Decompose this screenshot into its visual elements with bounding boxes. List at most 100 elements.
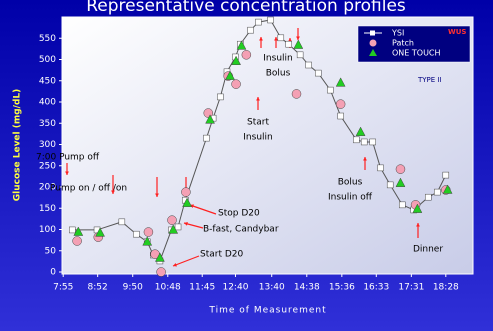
point <box>255 18 262 26</box>
point <box>377 164 384 172</box>
y-tick-label: 400 <box>39 98 56 108</box>
point <box>267 16 274 24</box>
point <box>133 230 140 238</box>
legend-marker <box>369 39 377 47</box>
y-tick-label: 300 <box>39 140 56 150</box>
x-tick-label: 7:55 <box>53 283 73 293</box>
annotation: Bolus <box>338 178 363 188</box>
point <box>412 203 423 213</box>
arrow-head <box>416 223 420 227</box>
annotation: Start D20 <box>200 250 244 260</box>
y-tick-label: 250 <box>39 161 56 171</box>
x-tick-label: 12:40 <box>222 283 248 293</box>
annotation: Stop D20 <box>218 209 260 219</box>
point <box>291 89 302 99</box>
point <box>95 227 105 237</box>
point <box>434 188 441 196</box>
legend-marker <box>370 30 375 36</box>
point <box>203 108 214 118</box>
point <box>425 193 432 201</box>
arrow <box>172 255 200 267</box>
point <box>277 34 285 42</box>
point <box>143 227 154 237</box>
point <box>247 26 254 34</box>
y-tick-label: 200 <box>39 183 56 193</box>
x-tick-label: 13:40 <box>259 283 285 293</box>
y-tick-label: 550 <box>39 34 56 44</box>
point <box>327 86 334 94</box>
arrow-head <box>111 190 115 194</box>
chart-title: Representative concentration profiles <box>86 0 406 16</box>
point <box>118 218 126 226</box>
arrow-head <box>184 222 188 226</box>
x-tick-label: 11:45 <box>189 283 215 293</box>
point <box>174 223 182 231</box>
point <box>360 138 368 146</box>
point <box>182 197 193 207</box>
point <box>217 93 224 101</box>
annotation: Start <box>247 118 269 128</box>
annotation: Bolus <box>266 69 291 79</box>
legend-label: ONE TOUCH <box>392 49 441 58</box>
x-tick-label: 10:48 <box>155 283 181 293</box>
x-tick-label: 9:50 <box>123 283 143 293</box>
arrow-head <box>259 37 263 41</box>
y-axis-title: Glucose Level (mg/dL) <box>13 89 23 202</box>
point <box>181 187 191 197</box>
point <box>399 201 406 209</box>
point <box>167 215 177 225</box>
y-tick-label: 450 <box>39 76 56 86</box>
y-tick-label: 50 <box>45 246 57 256</box>
x-tick-label: 18:28 <box>433 283 459 293</box>
annotation: TYPE II <box>417 76 442 84</box>
arrow-head <box>288 38 292 42</box>
point <box>442 171 450 179</box>
y-tick-label: 100 <box>39 225 56 235</box>
annotation: Insulin off <box>328 193 373 203</box>
arrow-head <box>296 36 300 40</box>
annotation: Dinner <box>413 245 443 255</box>
point <box>231 79 241 89</box>
point <box>72 236 82 246</box>
point <box>231 55 241 65</box>
point <box>315 69 322 77</box>
point <box>156 267 166 277</box>
point <box>241 50 252 60</box>
arrow-head <box>65 171 69 175</box>
point <box>205 114 215 124</box>
point <box>355 126 366 136</box>
y-tick-label: 150 <box>39 204 56 214</box>
point <box>337 112 344 120</box>
point <box>395 164 406 174</box>
point <box>395 177 406 187</box>
point <box>73 226 84 236</box>
y-tick-label: 0 <box>50 268 56 278</box>
annotation: B-fast, Candybar <box>203 225 279 235</box>
legend-note: WUS <box>448 28 466 36</box>
arrow-head <box>274 37 278 41</box>
point <box>296 51 304 59</box>
point <box>154 252 165 262</box>
annotation: 7:00 Pump off <box>36 153 100 163</box>
arrow-head <box>256 97 260 101</box>
point <box>168 224 179 234</box>
x-tick-label: 14:38 <box>294 283 320 293</box>
arrow <box>189 204 217 215</box>
annotation: Insulin <box>263 54 292 64</box>
point <box>293 39 304 49</box>
legend-marker <box>369 49 377 56</box>
point <box>225 70 235 80</box>
y-tick-label: 500 <box>39 55 56 65</box>
point <box>335 77 346 87</box>
legend-label: YSI <box>391 29 404 38</box>
x-tick-label: 17:31 <box>398 283 424 293</box>
point <box>386 181 394 189</box>
x-tick-label: 8:52 <box>88 283 108 293</box>
point <box>335 99 346 109</box>
arrow-head <box>173 262 177 267</box>
annotation: Pump on / off /on <box>50 184 127 194</box>
point <box>442 184 453 194</box>
point <box>69 226 76 234</box>
point <box>142 236 153 246</box>
